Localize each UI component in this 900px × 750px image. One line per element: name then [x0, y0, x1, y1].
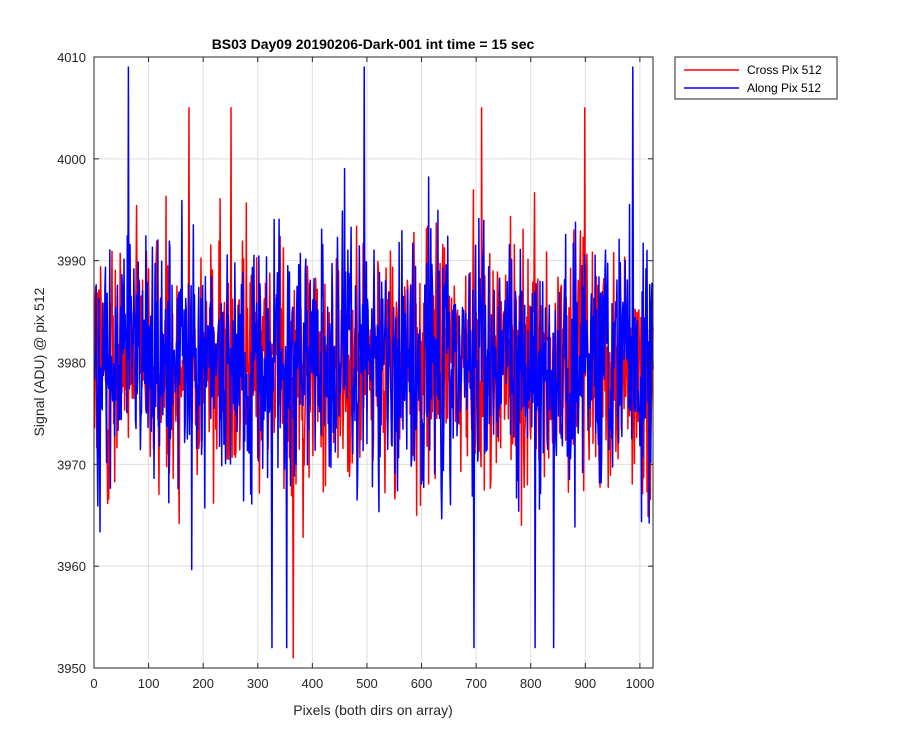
y-tick-label: 3990 [57, 254, 86, 269]
series-line-along-pix [93, 66, 654, 649]
axis-ticks: 0 100 200 300 400 500 600 700 800 900 1000 3950 3960… [57, 50, 654, 691]
chart-title: BS03 Day09 20190206-Dark-001 int time = … [212, 36, 535, 52]
legend-box [674, 56, 838, 100]
x-tick-label: 800 [520, 676, 542, 691]
x-tick-label: 600 [411, 676, 433, 691]
y-axis-label: Signal (ADU) @ pix 512 [31, 287, 47, 436]
x-tick-label: 700 [465, 676, 487, 691]
x-tick-label: 500 [356, 676, 378, 691]
x-tick-label: 200 [192, 676, 214, 691]
y-tick-label: 3970 [57, 457, 86, 472]
x-axis-label: Pixels (both dirs on array) [293, 702, 453, 718]
y-tick-label: 4000 [57, 152, 86, 167]
y-tick-label: 4010 [57, 50, 86, 65]
y-tick-label: 3950 [57, 661, 86, 676]
x-tick-label: 400 [302, 676, 324, 691]
legend-label-cross-pix: Cross Pix 512 [747, 63, 822, 77]
x-tick-label: 1000 [625, 676, 654, 691]
x-tick-label: 900 [574, 676, 596, 691]
series-lines [93, 66, 654, 659]
legend-label-along-pix: Along Pix 512 [747, 81, 821, 95]
legend: Cross Pix 512 Along Pix 512 [674, 56, 838, 100]
x-tick-label: 300 [247, 676, 269, 691]
x-tick-label: 0 [90, 676, 97, 691]
x-tick-label: 100 [138, 676, 160, 691]
y-tick-label: 3980 [57, 356, 86, 371]
y-tick-label: 3960 [57, 559, 86, 574]
